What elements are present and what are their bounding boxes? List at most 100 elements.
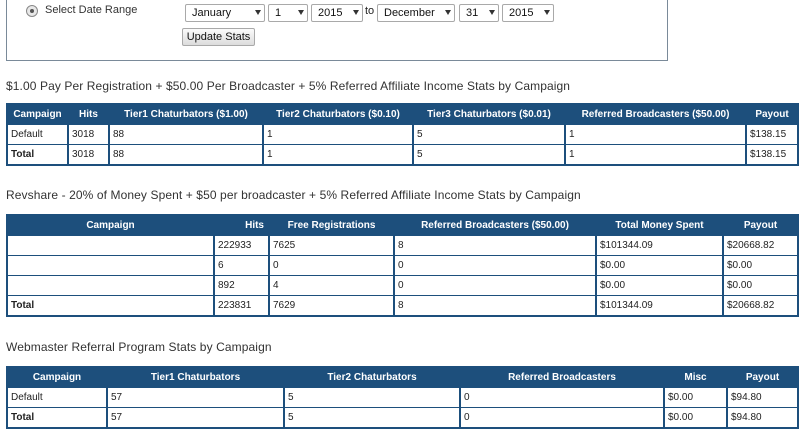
- table-cell: $20668.82: [722, 234, 799, 256]
- chevron-down-icon: [298, 10, 304, 15]
- table-cell: Default: [6, 386, 108, 408]
- to-month-select[interactable]: December: [377, 4, 455, 22]
- from-year-value: 2015: [318, 7, 343, 19]
- total-row: Total 3018 88 1 5 1 $138.15: [6, 144, 799, 166]
- table-cell: $20668.82: [722, 295, 799, 317]
- to-label: to: [365, 5, 375, 17]
- table-cell: 8: [393, 234, 597, 256]
- table-cell: 3018: [67, 123, 110, 145]
- table-row: 892 4 0 $0.00 $0.00: [6, 275, 799, 296]
- table-cell: 0: [393, 255, 597, 276]
- table1-title: $1.00 Pay Per Registration + $50.00 Per …: [6, 79, 571, 93]
- chevron-down-icon: [489, 10, 495, 15]
- column-header: Referred Broadcasters: [459, 366, 665, 388]
- table-cell: Total: [6, 144, 69, 166]
- table-cell: 57: [106, 407, 285, 429]
- table-row: 222933 7625 8 $101344.09 $20668.82: [6, 234, 799, 256]
- column-header: Campaign: [6, 366, 108, 388]
- revshare-table: Campaign Hits Free Registrations Referre…: [6, 214, 799, 317]
- table-cell: 1: [564, 123, 747, 145]
- column-header: Hits: [67, 103, 110, 125]
- date-range-radio[interactable]: [26, 5, 38, 17]
- column-header: Tier3 Chaturbators ($0.01): [412, 103, 566, 125]
- webmaster-referral-table: Campaign Tier1 Chaturbators Tier2 Chatur…: [6, 366, 799, 429]
- column-header: Misc: [663, 366, 728, 388]
- from-month-select[interactable]: January: [185, 4, 265, 22]
- table-cell: 88: [108, 144, 264, 166]
- table-row: 6 0 0 $0.00 $0.00: [6, 255, 799, 276]
- table-cell: 7629: [268, 295, 395, 317]
- column-header: Tier1 Chaturbators ($1.00): [108, 103, 264, 125]
- total-row: Total 223831 7629 8 $101344.09 $20668.82: [6, 295, 799, 317]
- chevron-down-icon: [445, 10, 451, 15]
- table-cell: 223831: [213, 295, 270, 317]
- column-header: Total Money Spent: [595, 214, 724, 236]
- column-header: Payout: [722, 214, 799, 236]
- from-year-select[interactable]: 2015: [311, 4, 363, 22]
- from-day-select[interactable]: 1: [268, 4, 308, 22]
- table-cell: 8: [393, 295, 597, 317]
- to-year-select[interactable]: 2015: [502, 4, 554, 22]
- table-cell: 1: [262, 144, 414, 166]
- to-day-select[interactable]: 31: [459, 4, 499, 22]
- redacted-campaign-cell: [6, 234, 215, 256]
- table-cell: 1: [564, 144, 747, 166]
- table-cell: 0: [268, 255, 395, 276]
- table-cell: 0: [459, 407, 665, 429]
- table-cell: 5: [283, 386, 461, 408]
- table-cell: 1: [262, 123, 414, 145]
- pay-per-registration-table: Campaign Hits Tier1 Chaturbators ($1.00)…: [6, 103, 799, 166]
- chevron-down-icon: [255, 10, 261, 15]
- table-cell: 0: [393, 275, 597, 296]
- table3-title: Webmaster Referral Program Stats by Camp…: [6, 340, 272, 354]
- table-cell: Total: [6, 407, 108, 429]
- table-cell: 6: [213, 255, 270, 276]
- table-cell: $0.00: [663, 407, 728, 429]
- update-stats-button[interactable]: Update Stats: [182, 28, 255, 46]
- column-header: Payout: [726, 366, 799, 388]
- table-cell: $0.00: [722, 255, 799, 276]
- column-header: Tier2 Chaturbators: [283, 366, 461, 388]
- column-header: Free Registrations: [268, 214, 395, 236]
- table-cell: 4: [268, 275, 395, 296]
- column-header: Campaign: [6, 103, 69, 125]
- chevron-down-icon: [544, 10, 550, 15]
- to-year-value: 2015: [509, 7, 534, 19]
- total-row: Total 57 5 0 $0.00 $94.80: [6, 407, 799, 429]
- column-header: Hits: [213, 214, 270, 236]
- table-cell: $94.80: [726, 386, 799, 408]
- table-cell: 0: [459, 386, 665, 408]
- table-header-row: Campaign Tier1 Chaturbators Tier2 Chatur…: [6, 366, 799, 388]
- table2-title: Revshare - 20% of Money Spent + $50 per …: [6, 188, 581, 202]
- table-cell: $94.80: [726, 407, 799, 429]
- table-cell: $101344.09: [595, 295, 724, 317]
- table-cell: $138.15: [745, 144, 799, 166]
- table-cell: $0.00: [722, 275, 799, 296]
- table-cell: 7625: [268, 234, 395, 256]
- from-month-value: January: [192, 7, 232, 19]
- table-row: Default 57 5 0 $0.00 $94.80: [6, 386, 799, 408]
- from-day-value: 1: [275, 7, 282, 19]
- table-cell: 5: [412, 144, 566, 166]
- chevron-down-icon: [353, 10, 359, 15]
- table-cell: 5: [412, 123, 566, 145]
- date-range-radio-label: Select Date Range: [45, 4, 138, 16]
- table-cell: 222933: [213, 234, 270, 256]
- table-cell: 88: [108, 123, 264, 145]
- table-cell: Default: [6, 123, 69, 145]
- column-header: Campaign: [6, 214, 215, 236]
- table-cell: 3018: [67, 144, 110, 166]
- table-cell: 57: [106, 386, 285, 408]
- column-header: Referred Broadcasters ($50.00): [564, 103, 747, 125]
- table-cell: 892: [213, 275, 270, 296]
- redacted-campaign-cell: [6, 255, 215, 276]
- table-cell: Total: [6, 295, 215, 317]
- column-header: Payout: [745, 103, 799, 125]
- column-header: Tier2 Chaturbators ($0.10): [262, 103, 414, 125]
- redacted-campaign-cell: [6, 275, 215, 296]
- table-cell: $0.00: [595, 275, 724, 296]
- to-day-value: 31: [466, 7, 479, 19]
- to-month-value: December: [384, 7, 435, 19]
- table-cell: $0.00: [595, 255, 724, 276]
- table-row: Default 3018 88 1 5 1 $138.15: [6, 123, 799, 145]
